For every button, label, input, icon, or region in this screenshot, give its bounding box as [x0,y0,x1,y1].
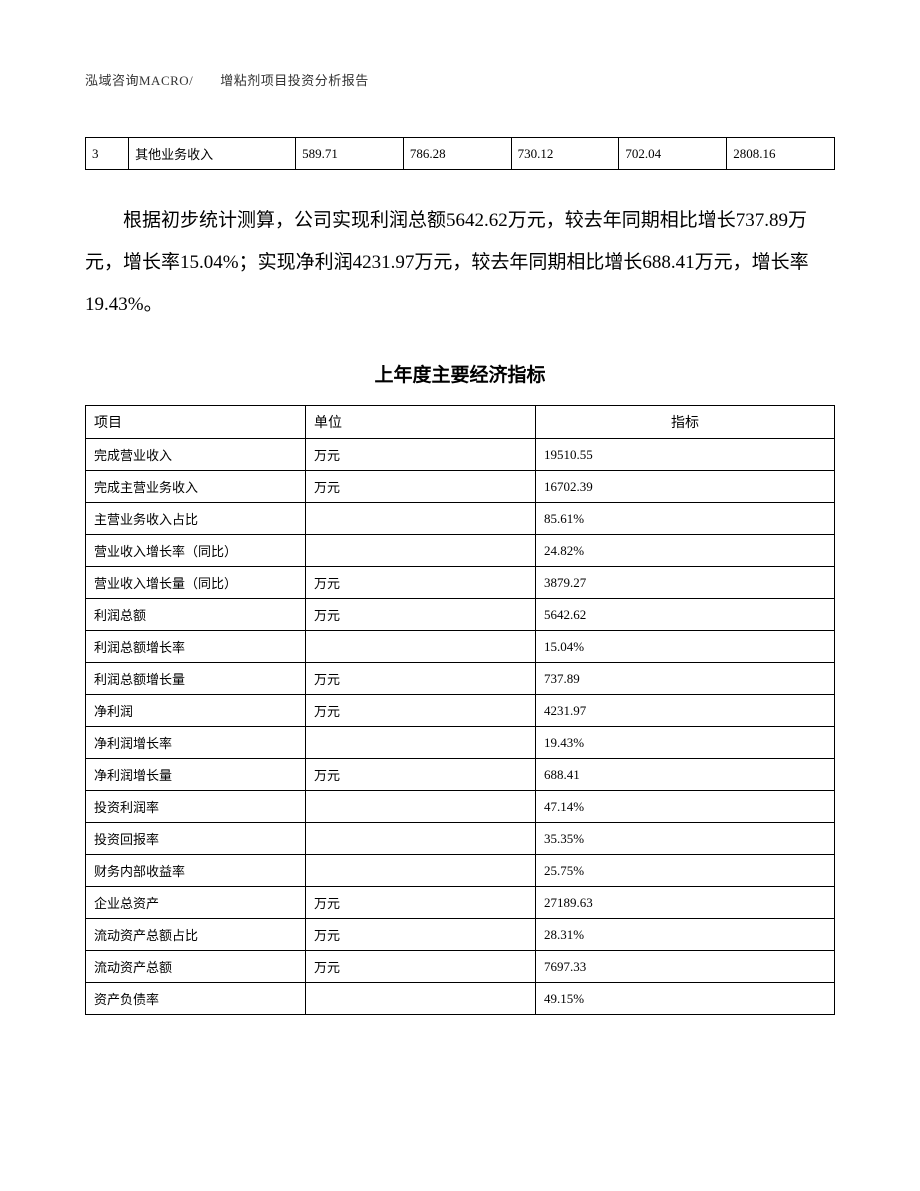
cell-unit [306,503,536,535]
cell-unit: 万元 [306,439,536,471]
cell-unit: 万元 [306,951,536,983]
table-row: 财务内部收益率 25.75% [86,855,835,887]
cell-item: 流动资产总额占比 [86,919,306,951]
table-row: 投资利润率 47.14% [86,791,835,823]
column-header-item: 项目 [86,406,306,439]
table-row: 完成营业收入万元19510.55 [86,439,835,471]
cell-value: 24.82% [536,535,835,567]
cell-value: 47.14% [536,791,835,823]
top-data-table: 3 其他业务收入 589.71 786.28 730.12 702.04 280… [85,137,835,170]
cell-item: 企业总资产 [86,887,306,919]
column-header-value: 指标 [536,406,835,439]
cell-item: 净利润增长量 [86,759,306,791]
cell-unit [306,791,536,823]
cell-name: 其他业务收入 [129,138,296,170]
cell-item: 利润总额 [86,599,306,631]
cell-value: 49.15% [536,983,835,1015]
cell-unit: 万元 [306,695,536,727]
cell-value: 4231.97 [536,695,835,727]
cell-value: 15.04% [536,631,835,663]
table-row: 完成主营业务收入万元16702.39 [86,471,835,503]
cell-unit: 万元 [306,759,536,791]
cell-index: 3 [86,138,129,170]
cell-item: 净利润增长率 [86,727,306,759]
cell-value: 589.71 [296,138,404,170]
cell-unit [306,823,536,855]
cell-item: 资产负债率 [86,983,306,1015]
table-row: 净利润万元4231.97 [86,695,835,727]
cell-value: 688.41 [536,759,835,791]
cell-value: 730.12 [511,138,619,170]
cell-unit: 万元 [306,887,536,919]
cell-item: 流动资产总额 [86,951,306,983]
economic-indicators-table: 项目 单位 指标 完成营业收入万元19510.55完成主营业务收入万元16702… [85,405,835,1015]
cell-item: 投资回报率 [86,823,306,855]
document-page: 泓域咨询MACRO/ 增粘剂项目投资分析报告 3 其他业务收入 589.71 7… [0,0,920,1075]
table-row: 利润总额万元5642.62 [86,599,835,631]
cell-value: 28.31% [536,919,835,951]
cell-unit: 万元 [306,599,536,631]
cell-item: 净利润 [86,695,306,727]
table-row: 企业总资产万元27189.63 [86,887,835,919]
cell-value: 16702.39 [536,471,835,503]
table-row: 投资回报率 35.35% [86,823,835,855]
table-row: 利润总额增长量万元737.89 [86,663,835,695]
cell-item: 主营业务收入占比 [86,503,306,535]
cell-unit: 万元 [306,471,536,503]
table-row: 营业收入增长率（同比） 24.82% [86,535,835,567]
table-row: 资产负债率 49.15% [86,983,835,1015]
cell-item: 营业收入增长量（同比） [86,567,306,599]
table-row: 3 其他业务收入 589.71 786.28 730.12 702.04 280… [86,138,835,170]
cell-item: 营业收入增长率（同比） [86,535,306,567]
cell-value: 7697.33 [536,951,835,983]
cell-item: 完成主营业务收入 [86,471,306,503]
table-row: 净利润增长率 19.43% [86,727,835,759]
cell-unit [306,855,536,887]
cell-item: 完成营业收入 [86,439,306,471]
cell-value: 27189.63 [536,887,835,919]
cell-value: 25.75% [536,855,835,887]
main-table-title: 上年度主要经济指标 [85,360,835,387]
cell-value: 5642.62 [536,599,835,631]
body-paragraph: 根据初步统计测算，公司实现利润总额5642.62万元，较去年同期相比增长737.… [85,200,835,325]
cell-value: 35.35% [536,823,835,855]
cell-item: 财务内部收益率 [86,855,306,887]
table-row: 主营业务收入占比 85.61% [86,503,835,535]
cell-unit: 万元 [306,919,536,951]
table-header-row: 项目 单位 指标 [86,406,835,439]
table-row: 流动资产总额万元7697.33 [86,951,835,983]
cell-unit [306,727,536,759]
cell-item: 投资利润率 [86,791,306,823]
cell-value: 3879.27 [536,567,835,599]
cell-value: 737.89 [536,663,835,695]
cell-item: 利润总额增长率 [86,631,306,663]
column-header-unit: 单位 [306,406,536,439]
page-header: 泓域咨询MACRO/ 增粘剂项目投资分析报告 [85,70,835,89]
cell-value: 2808.16 [727,138,835,170]
cell-value: 85.61% [536,503,835,535]
table-row: 净利润增长量万元688.41 [86,759,835,791]
table-row: 流动资产总额占比万元28.31% [86,919,835,951]
table-row: 利润总额增长率 15.04% [86,631,835,663]
cell-unit: 万元 [306,567,536,599]
cell-item: 利润总额增长量 [86,663,306,695]
table-row: 营业收入增长量（同比）万元3879.27 [86,567,835,599]
cell-unit [306,983,536,1015]
cell-unit [306,631,536,663]
cell-value: 786.28 [403,138,511,170]
cell-unit: 万元 [306,663,536,695]
cell-value: 19510.55 [536,439,835,471]
cell-value: 702.04 [619,138,727,170]
cell-value: 19.43% [536,727,835,759]
cell-unit [306,535,536,567]
